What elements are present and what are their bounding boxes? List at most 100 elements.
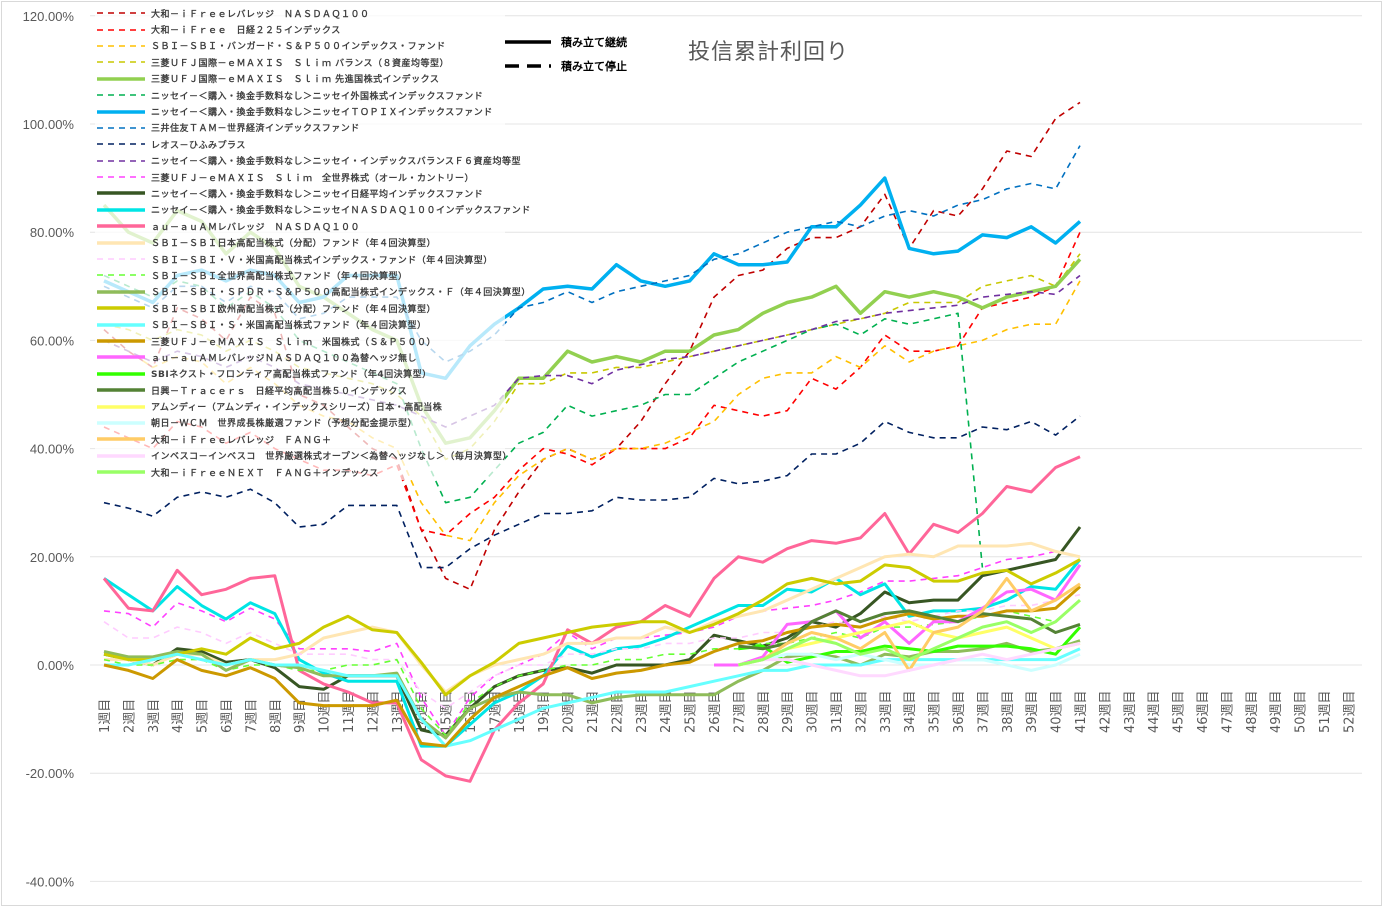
legend-swatch (97, 339, 145, 343)
legend-swatch (97, 355, 145, 360)
series-line-11 (103, 550, 1056, 737)
legend-item: ＳＢＩ－ＳＢＩ・ＳＰＤＲ・Ｓ＆Ｐ５００高配当株式インデックス・Ｆ（年４回決算型） (95, 284, 530, 300)
legend-item: ＳＢＩ－ＳＢＩ日本高配当株式（分配）ファンド（年４回決算型） (95, 234, 505, 250)
y-tick-label: 0.00% (37, 658, 74, 673)
legend-swatch (97, 127, 145, 129)
legend-stop-label: 積み立て停止 (561, 60, 627, 73)
x-tick-label: 31週目 (830, 690, 845, 733)
legend-item: 三菱ＵＦＪ国際－ｅＭＡＸＩＳ Ｓｌｉｍ 先進国株式インデックス (95, 71, 505, 87)
legend-item: ＳＢＩ－ＳＢＩ・バンガード・Ｓ＆Ｐ５００インデックス・ファンド (95, 38, 505, 54)
x-tick-label: 22週目 (610, 690, 625, 733)
series-line-19 (103, 558, 1081, 697)
legend-continue: 積み立て継続 (505, 30, 627, 54)
x-tick-label: 43週目 (1123, 690, 1138, 733)
x-tick-label: 36週目 (952, 690, 967, 733)
legend-label: ＳＢＩ－ＳＢＩ・Ｖ・米国高配当株式インデックス・ファンド（年４回決算型） (151, 255, 493, 266)
x-tick-label: 19週目 (537, 690, 552, 733)
chart-title: 投信累計利回り (688, 40, 850, 65)
legend-swatch (97, 176, 145, 178)
legend-swatch (97, 143, 145, 146)
legend-swatch (97, 306, 145, 310)
legend-label: ＳＢＩ－ＳＢＩ日本高配当株式（分配）ファンド（年４回決算型） (151, 239, 437, 250)
x-tick-label: 12週目 (366, 690, 381, 733)
x-tick-label: 2週目 (122, 699, 137, 733)
legend-item: ニッセイ－＜購入・換金手数料なし＞ニッセイＴＯＰＩＸインデックスファンド (95, 103, 505, 119)
legend-stop: 積み立て停止 (505, 54, 627, 78)
legend-item: 三菱ＵＦＪ－ｅＭＡＸＩＳ Ｓｌｉｍ 全世界株式（オール・カントリー） (95, 169, 505, 185)
legend-item: 三井住友ＴＡＭ－世界経済インデックスファンド (95, 120, 505, 136)
legend-label: 三菱ＵＦＪ国際－ｅＭＡＸＩＳ Ｓｌｉｍ バランス（８資産均等型） (151, 58, 449, 69)
y-tick-label: 120.00% (23, 9, 75, 24)
x-tick-label: 1週目 (98, 699, 113, 733)
legend-label: SBIネクスト・フロンティア高配当株式ファンド（年4回決算型） (151, 370, 432, 381)
x-tick-label: 27週目 (732, 690, 747, 733)
legend-label: アムンディー（アムンディ・インデックスシリーズ）日本・高配当株 (151, 403, 443, 414)
series-line-21 (103, 585, 1081, 748)
x-tick-label: 10週目 (318, 690, 333, 733)
legend-swatch (97, 94, 145, 96)
legend-swatch (97, 404, 145, 409)
legend-label: ニッセイ－＜購入・換金手数料なし＞ニッセイＮＡＳＤＡＱ１００インデックスファンド (151, 206, 531, 217)
legend-item: SBIネクスト・フロンティア高配当株式ファンド（年4回決算型） (95, 366, 505, 382)
legend-label: ニッセイ－＜購入・換金手数料なし＞ニッセイＴＯＰＩＸインデックスファンド (151, 108, 493, 119)
y-tick-label: 40.00% (30, 442, 75, 457)
legend-swatch (97, 208, 145, 212)
x-tick-label: 51週目 (1318, 690, 1333, 733)
legend-label: 三菱ＵＦＪ－ｅＭＡＸＩＳ Ｓｌｉｍ 米国株式（Ｓ＆Ｐ５００） (151, 337, 437, 348)
x-tick-label: 28週目 (757, 690, 772, 733)
legend-label: ＳＢＩ－ＳＢＩ・Ｓ・米国高配当株式ファンド（年４回決算型） (151, 321, 427, 332)
legend-label: ニッセイ－＜購入・換金手数料なし＞ニッセイ・インデックスバランスＦ６資産均等型 (151, 157, 522, 168)
y-tick-label: -40.00% (26, 874, 75, 889)
legend-label: 大和－ｉＦｒｅｅ 日経２２５インデックス (151, 26, 341, 37)
legend-item: 日興－Ｔｒａｃｅｒｓ 日経平均高配当株５０インデックス (95, 382, 505, 398)
series-line-28 (738, 641, 1081, 678)
x-tick-label: 45週目 (1172, 690, 1187, 733)
legend-item: 大和－ｉＦｒｅｅレバレッジ ＦＡＮＧ＋ (95, 431, 505, 447)
series-line-24 (738, 609, 1081, 651)
series-line-16 (103, 593, 1081, 710)
legend-swatch (97, 421, 145, 425)
legend-label: 三菱ＵＦＪ国際－ｅＭＡＸＩＳ Ｓｌｉｍ 先進国株式インデックス (151, 75, 440, 86)
legend-item: アムンディー（アムンディ・インデックスシリーズ）日本・高配当株 (95, 398, 505, 414)
legend-label: ＳＢＩ－ＳＢＩ欧州高配当株式（分配）ファンド（年４回決算型） (151, 304, 437, 315)
y-tick-label: 20.00% (30, 550, 75, 565)
legend-item: 大和－ｉＦｒｅｅレバレッジ ＮＡＳＤＡＱ１００ (95, 5, 505, 21)
legend-swatch (97, 28, 145, 31)
legend-swatch (97, 240, 145, 245)
legend-item: ニッセイ－＜購入・換金手数料なし＞ニッセイ日経平均インデックスファンド (95, 185, 505, 201)
series-line-9 (103, 415, 1081, 569)
legend-swatch (97, 61, 145, 64)
x-tick-label: 49週目 (1269, 690, 1284, 733)
x-tick-label: 32週目 (854, 690, 869, 733)
series-line-26 (738, 652, 1081, 672)
legend-label: インベスコ－インベスコ 世界厳選株式オープン＜為替ヘッジなし＞（毎月決算型） (151, 452, 512, 463)
x-tick-label: 5週目 (196, 699, 211, 733)
series-line-15 (104, 541, 1081, 694)
legend-label: ＳＢＩ－ＳＢＩ全世界高配当株式ファンド（年４回決算型） (151, 271, 408, 282)
x-tick-label: 39週目 (1025, 690, 1040, 733)
x-tick-label: 47週目 (1220, 690, 1235, 733)
legend-swatch (97, 322, 145, 327)
legend-label: レオス－ひふみプラス (151, 140, 246, 151)
x-tick-label: 48週目 (1245, 690, 1260, 733)
legend-item: インベスコ－インベスコ 世界厳選株式オープン＜為替ヘッジなし＞（毎月決算型） (95, 448, 511, 464)
legend-item: ニッセイ－＜購入・換金手数料なし＞ニッセイ・インデックスバランスＦ６資産均等型 (95, 153, 521, 169)
x-tick-label: 44週目 (1147, 690, 1162, 733)
series-line-25 (738, 620, 1081, 667)
y-tick-label: -20.00% (26, 766, 75, 781)
x-tick-label: 23週目 (635, 690, 650, 733)
legend-item: 三菱ＵＦＪ国際－ｅＭＡＸＩＳ Ｓｌｉｍ バランス（８資産均等型） (95, 54, 505, 70)
legend-item: ａｕ－ａｕＡＭレバレッジ ＮＡＳＤＡＱ１００ (95, 218, 505, 234)
legend-item: ＳＢＩ－ＳＢＩ全世界高配当株式ファンド（年４回決算型） (95, 267, 505, 283)
legend-label: 大和－ｉＦｒｅｅレバレッジ ＮＡＳＤＡＱ１００ (151, 9, 370, 20)
legend-label: ａｕ－ａｕＡＭレバレッジＮＡＳＤＡＱ１００為替ヘッジ無し (151, 353, 418, 364)
legend-swatch (97, 77, 145, 81)
x-tick-label: 24週目 (659, 690, 674, 733)
legend-label: ＳＢＩ－ＳＢＩ・バンガード・Ｓ＆Ｐ５００インデックス・ファンド (151, 42, 446, 53)
series-line-22 (714, 564, 1082, 667)
legend-label: 朝日－ＷＣＭ 世界成長株厳選ファンド（予想分配金提示型） (151, 419, 418, 430)
legend-item: 朝日－ＷＣＭ 世界成長株厳選ファンド（予想分配金提示型） (95, 415, 505, 431)
x-tick-label: 15週目 (440, 690, 455, 733)
x-tick-label: 35週目 (928, 690, 943, 733)
